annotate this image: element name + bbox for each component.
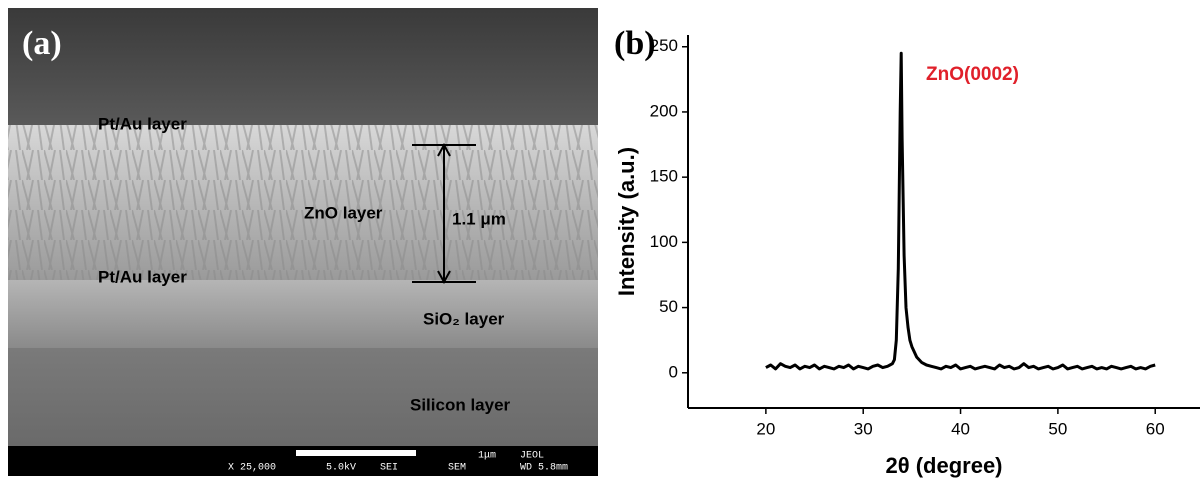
y-tick-label: 0 [669,362,678,381]
layer-label: Silicon layer [410,395,511,414]
scale-bar [296,450,416,456]
figure: (a) Pt/Au layer ZnO layer Pt/Au layer Si… [0,0,1203,486]
x-tick-label: 20 [756,419,775,438]
y-tick-label: 200 [650,101,678,120]
thickness-label: 1.1 μm [452,209,506,228]
y-tick-label: 250 [650,36,678,55]
y-tick-label: 150 [650,167,678,186]
sio2-region [8,280,598,348]
x-tick-label: 40 [951,419,970,438]
data-line [766,53,1155,369]
annotation: ZnO(0002) [926,64,1019,85]
footer-text: 5.0kV [326,462,356,474]
footer-text: WD 5.8mm [520,463,568,474]
footer-text: 1μm [478,451,496,462]
panel-label: (a) [22,25,62,62]
x-tick-label: 50 [1048,419,1067,438]
layer-label: ZnO layer [304,203,383,222]
x-tick-label: 30 [854,419,873,438]
y-axis-title: Intensity (a.u.) [614,147,639,296]
sem-image: (a) Pt/Au layer ZnO layer Pt/Au layer Si… [8,8,598,476]
footer-text: SEI [380,463,398,474]
footer-text: X 25,000 [228,463,276,474]
x-tick-label: 60 [1146,419,1165,438]
y-tick-label: 100 [650,232,678,251]
layer-label: Pt/Au layer [98,114,187,133]
footer-text: JEOL [520,451,544,462]
layer-label: SiO₂ layer [423,309,505,328]
background [8,8,598,128]
x-axis-title: 2θ (degree) [885,453,1002,478]
grain-texture [8,125,598,280]
layer-label: Pt/Au layer [98,267,187,286]
footer-text: SEM [448,463,466,474]
y-tick-label: 50 [659,297,678,316]
